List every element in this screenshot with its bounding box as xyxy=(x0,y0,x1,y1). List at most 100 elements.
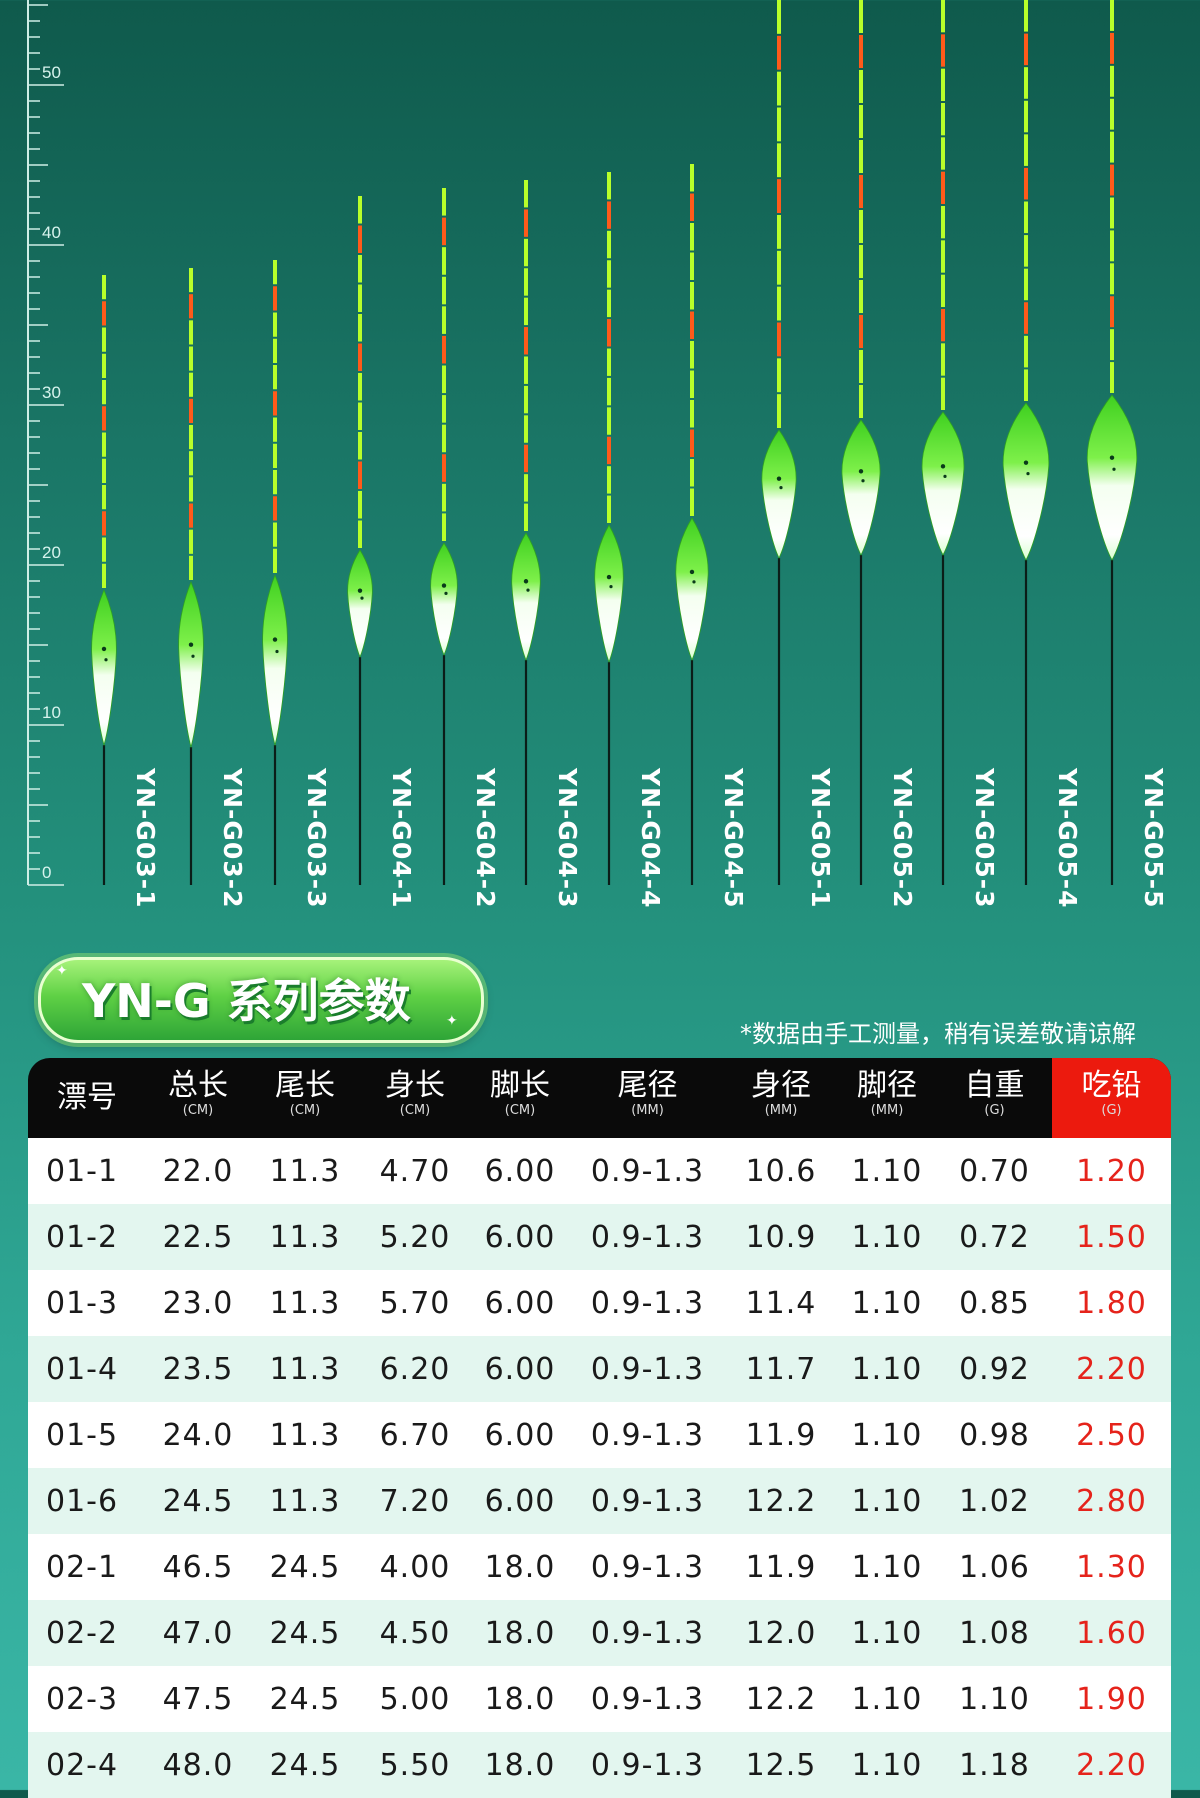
table-cell: 0.9-1.3 xyxy=(590,1747,705,1783)
float-body xyxy=(594,524,624,664)
float-tip-segment xyxy=(607,348,611,376)
float-tip-segment xyxy=(607,377,611,406)
table-cell: 6.00 xyxy=(484,1417,556,1453)
float-label: YN-G05-5 xyxy=(1139,768,1168,909)
float-tip-segment xyxy=(1024,167,1028,200)
float-tip-segment xyxy=(1024,335,1028,368)
float-logo-mark xyxy=(275,649,279,654)
column-header-unit: (CM) xyxy=(182,1103,214,1118)
float-tip-segment xyxy=(273,365,277,390)
table-cell: 0.9-1.3 xyxy=(590,1351,705,1387)
float-tip-segment xyxy=(442,365,446,394)
float-tip-segment xyxy=(1024,201,1028,234)
column-header: 吃铅 (G) xyxy=(1052,1058,1171,1138)
float-tip-segment xyxy=(102,380,106,405)
float-yn-g05-3 xyxy=(921,0,965,885)
float-tip-segment xyxy=(358,343,362,371)
float-tip-segment xyxy=(273,548,277,573)
section-title-badge: ✦ ✦ YN-G 系列参数 xyxy=(38,957,484,1043)
float-yn-g04-4 xyxy=(594,172,624,885)
table-cell: 0.70 xyxy=(959,1153,1030,1189)
float-tip-segment xyxy=(442,306,446,334)
float-tip-segment xyxy=(358,432,362,460)
float-logo-mark xyxy=(441,583,447,588)
float-tip-segment xyxy=(102,537,106,562)
float-tip-segment xyxy=(358,225,362,253)
float-tip-segment xyxy=(941,68,945,101)
table-cell: 2.80 xyxy=(1076,1483,1147,1519)
table-cell: 11.3 xyxy=(269,1483,341,1519)
float-tip-segment xyxy=(859,70,863,103)
table-cell: 5.70 xyxy=(379,1285,451,1321)
table-cell: 0.85 xyxy=(959,1285,1030,1321)
float-tip-segment xyxy=(442,335,446,364)
float-tip-segment xyxy=(524,503,528,531)
table-cell: 11.3 xyxy=(269,1153,341,1189)
float-tip-segment xyxy=(358,373,362,401)
float-tip-segment xyxy=(102,458,106,483)
float-yn-g04-2 xyxy=(430,188,458,885)
table-cell: 1.60 xyxy=(1076,1615,1147,1651)
float-tip-segment xyxy=(941,377,945,410)
float-tip-segment xyxy=(524,415,528,443)
float-tip-segment xyxy=(607,230,611,259)
float-label: YN-G05-1 xyxy=(806,768,835,909)
column-header-unit: (MM) xyxy=(764,1103,798,1118)
float-tip-segment xyxy=(607,289,611,318)
float-tip-segment xyxy=(524,268,528,296)
float-tip-segment xyxy=(607,495,611,523)
table-cell: 18.0 xyxy=(484,1615,556,1651)
float-tip-segment xyxy=(189,529,193,554)
float-tip-segment xyxy=(607,319,611,347)
table-cell: 24.5 xyxy=(162,1483,234,1519)
float-tip-segment xyxy=(1110,164,1114,196)
float-body xyxy=(511,532,541,662)
float-tip-segment xyxy=(102,301,106,326)
table-cell: 1.20 xyxy=(1076,1153,1147,1189)
table-cell: 0.9-1.3 xyxy=(590,1285,705,1321)
float-tip-segment xyxy=(273,443,277,468)
float-tip-segment xyxy=(859,35,863,68)
table-cell: 1.10 xyxy=(851,1153,923,1189)
float-tip-segment xyxy=(358,520,362,548)
float-yn-g04-1 xyxy=(347,196,373,885)
float-tip-segment xyxy=(102,353,106,378)
float-tip-segment xyxy=(941,171,945,204)
float-body xyxy=(262,573,288,747)
float-tip-segment xyxy=(102,563,106,588)
float-tip-segment xyxy=(102,511,106,536)
float-tip-segment xyxy=(189,555,193,580)
float-tip-segment xyxy=(442,217,446,246)
table-cell: 1.10 xyxy=(851,1681,923,1717)
float-tip-segment xyxy=(189,398,193,423)
table-row: 02-3 47.5 24.5 5.00 18.0 0.9-1.3 12.2 1.10 1.10 1… xyxy=(28,1666,1171,1732)
table-cell: 46.5 xyxy=(162,1549,234,1585)
float-tip-segment xyxy=(777,107,781,142)
float-tip-segment xyxy=(777,215,781,249)
table-row: 01-2 22.5 11.3 5.20 6.00 0.9-1.3 10.9 1.10 0.72 1… xyxy=(28,1204,1171,1270)
float-tip-segment xyxy=(189,320,193,345)
table-cell: 02-3 xyxy=(46,1681,119,1717)
table-cell: 24.0 xyxy=(162,1417,234,1453)
float-logo-mark xyxy=(1109,455,1115,460)
table-cell: 0.9-1.3 xyxy=(590,1417,705,1453)
column-header-unit: (MM) xyxy=(870,1103,904,1118)
table-cell: 1.30 xyxy=(1076,1549,1147,1585)
float-tip-segment xyxy=(859,210,863,243)
float-tip-segment xyxy=(777,358,781,393)
table-row: 02-4 48.0 24.5 5.50 18.0 0.9-1.3 12.5 1.10 1.18 2… xyxy=(28,1732,1171,1798)
float-tip-segment xyxy=(189,451,193,476)
float-yn-g03-2 xyxy=(178,268,204,885)
float-tip-segment xyxy=(690,488,694,516)
float-tip-segment xyxy=(777,286,781,321)
float-tip-segment xyxy=(358,255,362,283)
float-tip-segment xyxy=(442,395,446,423)
float-logo-mark xyxy=(191,654,195,658)
table-cell: 1.08 xyxy=(959,1615,1030,1651)
float-logo-mark xyxy=(357,588,363,593)
float-tip-segment xyxy=(607,407,611,435)
float-label: YN-G05-4 xyxy=(1053,768,1082,909)
float-tip-segment xyxy=(442,424,446,453)
float-tip-segment xyxy=(524,356,528,384)
float-tip-segment xyxy=(273,522,277,547)
